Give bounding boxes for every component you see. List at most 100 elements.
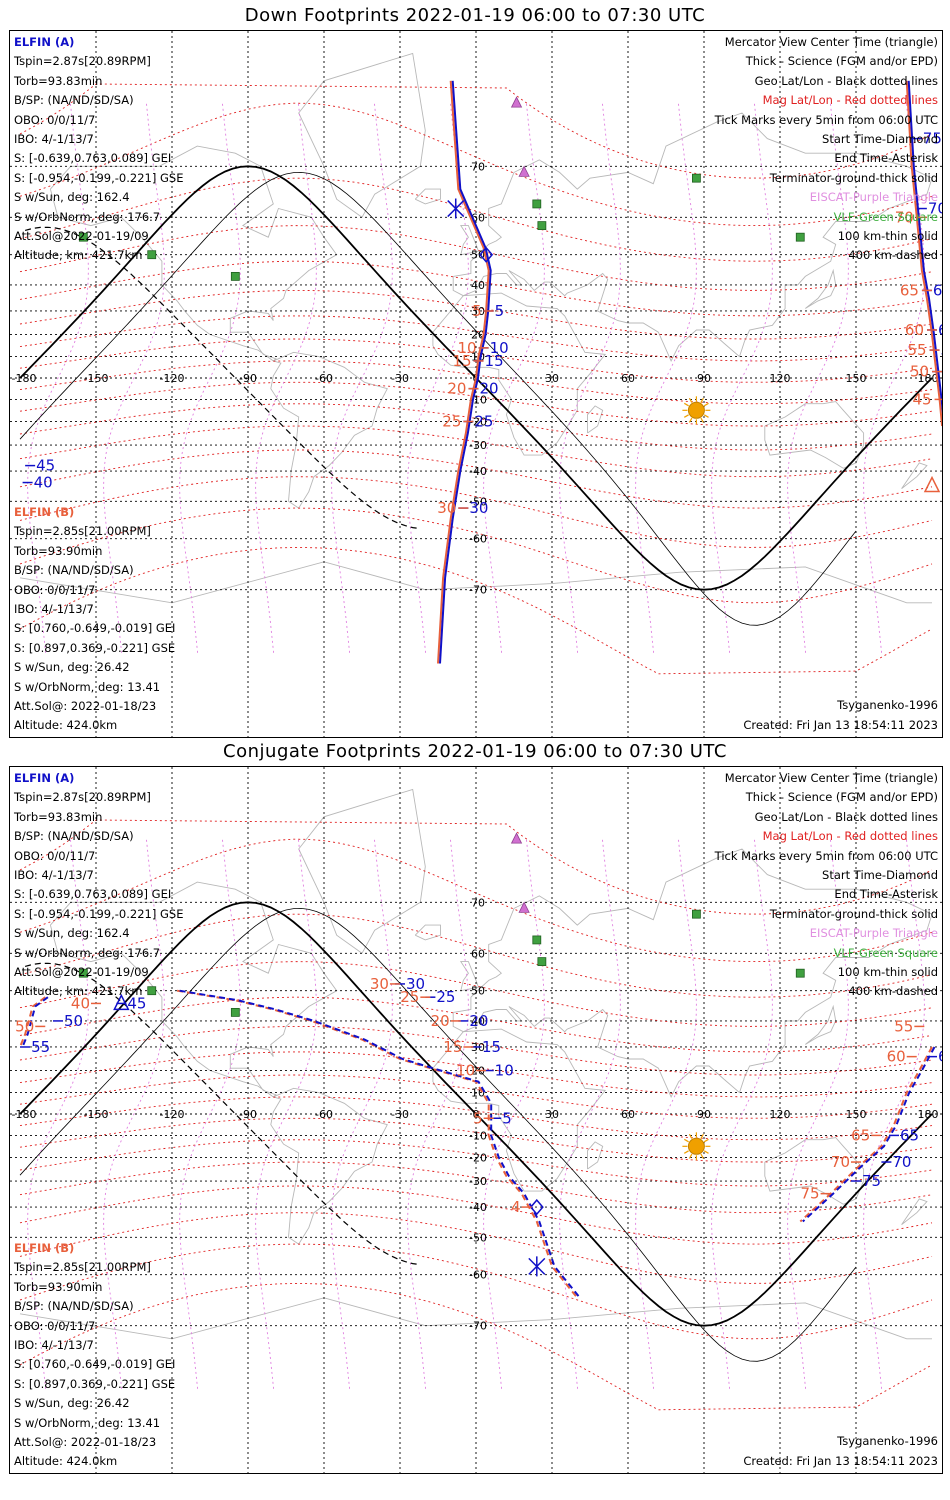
sat-b-line: IBO: 4/-1/13/7 (14, 1337, 94, 1352)
sat-a-line: S w/Sun, deg: 162.4 (14, 926, 130, 941)
mag-lon-line (863, 103, 925, 653)
eiscat-triangle (510, 832, 523, 844)
sun-ray (703, 1150, 709, 1154)
mag-lat-line (19, 1025, 933, 1076)
vlf-station-square (147, 986, 157, 996)
sun-ray (700, 397, 704, 403)
sat-a-line: S: [-0.639,0.763,0.089] GEI (14, 887, 172, 902)
sat-b-tick-label: 50 (910, 363, 929, 381)
sat-a-conjugate-track (179, 989, 581, 1299)
lat-tick-label: -20 (469, 415, 487, 428)
sat-b-info: ELFIN (B) Tspin=2.85s[21.00RPM] Torb=93.… (14, 1239, 175, 1472)
sat-a-tick-label: 55 (31, 1038, 50, 1056)
vlf-station-square (692, 173, 701, 183)
legend-item: 400 km-dashed (848, 248, 938, 263)
mag-lat-line (19, 425, 933, 478)
sat-b-line: B/SP: (NA/ND/SD/SA) (14, 1299, 134, 1314)
conjugate-footprints-panel: -180 -150 -120 -90 -60 -30 0 30 60 90 120 150 180 70 6… (9, 766, 943, 1474)
sun-ray (700, 417, 704, 423)
mag-lat-line (19, 838, 933, 963)
lat-tick-label: 60 (471, 947, 485, 960)
sat-b-tick-label: 30 (370, 975, 389, 993)
coastline (764, 1137, 865, 1205)
legend-item: Thick - Science (FGM and/or EPD) (745, 54, 938, 69)
vlf-station-square (532, 199, 542, 209)
mag-lon-line (103, 103, 165, 653)
sat-a-line: S w/Sun, deg: 162.4 (14, 190, 130, 205)
sun-icon (687, 1137, 705, 1155)
legend-item: EISCAT-Purple Triangle (809, 926, 938, 941)
mag-lon-line (559, 839, 621, 1389)
sat-b-info: ELFIN (B) Tspin=2.85s[21.00RPM] Torb=93.… (14, 503, 175, 736)
sat-b-line: IBO: 4/-1/13/7 (14, 601, 94, 616)
sat-b-line: S w/OrbNorm, deg: 13.41 (14, 679, 161, 694)
lon-tick-label: 180 (918, 1108, 939, 1121)
sat-b-conjugate-track (19, 996, 46, 1048)
sat-a-track (439, 80, 492, 664)
lat-tick-label: 70 (471, 160, 485, 173)
center-triangle (923, 475, 941, 493)
sat-b-wrap-tick-label: 40 (34, 474, 53, 492)
mag-lon-line (635, 839, 697, 1389)
start-diamond (479, 246, 494, 263)
sat-b-tick-label: 20 (447, 380, 466, 398)
lat-tick-label: -20 (469, 1151, 487, 1164)
vlf-station-square (795, 968, 805, 978)
sat-a-line: IBO: 4/-1/13/7 (14, 867, 94, 882)
created-label: Created: Fri Jan 13 18:54:11 2023 (743, 1454, 938, 1468)
mag-lon-line (331, 103, 393, 653)
sat-b-tick-label: 55 (894, 1017, 913, 1035)
sat-a-tick-label: 65 (933, 281, 942, 299)
sat-b-line: Att.Sol@: 2022-01-18/23 (14, 698, 157, 713)
lat-tick-label: -30 (469, 1175, 487, 1188)
coastline (805, 1004, 837, 1045)
lon-tick-label: 30 (545, 1108, 559, 1121)
sat-a-line: S w/OrbNorm, deg: 176.7 (14, 945, 161, 960)
sat-a-tick-label: 5 (502, 1109, 512, 1127)
sat-a-track (907, 80, 942, 414)
sat-a-line: Att.Sol@2022-01-19/09 (14, 964, 149, 979)
lat-tick-label: 40 (471, 1015, 485, 1028)
sat-a-line: OBO: 0/0/11/7 (14, 112, 96, 127)
legend: Mercator View Center Time (triangle) Thi… (715, 33, 938, 266)
sat-b-line: Tspin=2.85s[21.00RPM] (14, 524, 151, 539)
lat-tick-label: -40 (469, 1201, 487, 1214)
sat-b-line: Altitude: 424.0km (14, 718, 118, 733)
sat-b-line: S: [0.897,0.369,-0.221] GSE (14, 640, 176, 655)
coastline (587, 1141, 604, 1170)
legend-item: Terminator-ground-thick solid (769, 170, 938, 185)
mag-lon-line (27, 839, 89, 1389)
sat-b-line: S: [0.760,-0.649,-0.019] GEI (14, 1357, 176, 1372)
sat-b-tick-label: 65 (851, 1126, 870, 1144)
lon-tick-label: 90 (697, 372, 711, 385)
mag-lon-line (103, 839, 165, 1389)
mag-lat-line (19, 1185, 933, 1245)
sat-b-tick-label: 70 (895, 208, 914, 226)
sun-ray (700, 1133, 704, 1139)
legend-item: Geo Lat/Lon - Black dotted lines (754, 73, 938, 88)
sat-a-tick-label: 60 (938, 321, 942, 339)
mag-lat-line (19, 1212, 933, 1284)
basemap: -180 -150 -120 -90 -60 -30 0 30 60 90 120 150 180706… (10, 767, 942, 1473)
sat-a-name: ELFIN (A) (14, 35, 75, 49)
eiscat-triangle (518, 901, 530, 913)
sat-a-line: S w/OrbNorm, deg: 176.7 (14, 209, 161, 224)
lon-tick-label: 60 (621, 372, 635, 385)
sat-b-line: S: [0.760,-0.649,-0.019] GEI (14, 621, 176, 636)
lon-tick-label: 90 (697, 1108, 711, 1121)
mag-lon-line (711, 839, 773, 1389)
legend-item: Start Time-Diamond (822, 131, 938, 146)
altitude-100km-line (19, 171, 857, 626)
sat-b-line: B/SP: (NA/ND/SD/SA) (14, 563, 134, 578)
legend-item: Tick Marks every 5min from 06:00 UTC (714, 848, 938, 863)
lon-tick-label: 0 (473, 1108, 480, 1121)
sun-ray (688, 397, 693, 403)
legend-item: Terminator-ground-thick solid (769, 906, 938, 921)
lon-tick-label: 120 (770, 1108, 791, 1121)
legend-item: Thick - Science (FGM and/or EPD) (745, 790, 938, 805)
sat-a-tick-label: 25 (474, 412, 493, 430)
sat-b-tick-label: 15 (443, 1038, 462, 1056)
legend-item: Mercator View Center Time (triangle) (724, 35, 938, 49)
lat-tick-label: -60 (469, 533, 487, 546)
conjugate-footprints-map: -180 -150 -120 -90 -60 -30 0 30 60 90 120 150 180706… (10, 767, 942, 1473)
